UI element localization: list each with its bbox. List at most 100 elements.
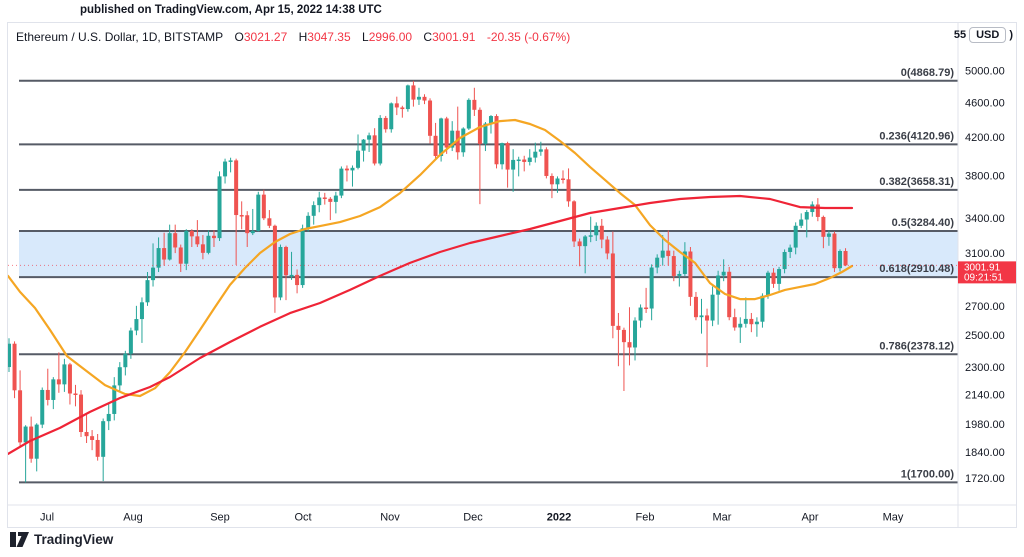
ma-fast-line[interactable]	[8, 118, 854, 398]
candle-body	[211, 235, 216, 239]
candle-body	[411, 85, 416, 100]
candle-body	[749, 318, 754, 325]
candle-body	[217, 176, 222, 239]
candle-body	[295, 274, 300, 286]
last-price-countdown: 09:21:51	[964, 272, 1003, 283]
candle-body	[206, 235, 211, 253]
tradingview-logo-icon	[10, 532, 29, 547]
candle-body	[555, 178, 560, 185]
candle-body	[367, 135, 372, 140]
candle-body	[389, 103, 394, 130]
candle-body	[788, 247, 793, 252]
time-tick-Nov: Nov	[380, 512, 400, 524]
candle-body	[621, 329, 626, 343]
candle-body	[156, 248, 161, 268]
candle-body	[821, 216, 826, 237]
candle-body	[804, 212, 809, 220]
candle-body	[40, 389, 45, 425]
last-price-label	[958, 261, 1016, 284]
candle-body	[716, 275, 721, 295]
candle-body	[416, 96, 421, 100]
candle-body	[627, 342, 632, 348]
candle-body	[306, 215, 311, 229]
time-tick-Dec: Dec	[463, 512, 483, 524]
candle-body	[610, 253, 615, 326]
time-tick-Feb: Feb	[636, 512, 655, 524]
candle-body	[826, 233, 831, 237]
candle-body	[638, 307, 643, 321]
candles-layer	[8, 80, 848, 483]
candle-body	[62, 364, 67, 385]
high-value: 3047.35	[307, 30, 351, 44]
candle-body	[472, 99, 477, 110]
symbol-title[interactable]: Ethereum / U.S. Dollar, 1D, BITSTAMP	[16, 30, 224, 44]
price-tick: 2300.00	[965, 362, 1005, 374]
tradingview-brand[interactable]: TradingView	[10, 532, 113, 547]
candle-body	[599, 225, 604, 240]
currency-toggle[interactable]: USD	[969, 27, 1007, 43]
candle-body	[405, 85, 410, 110]
candle-body	[173, 233, 178, 248]
candle-body	[721, 271, 726, 276]
candle-body	[261, 194, 266, 219]
candle-body	[84, 432, 89, 437]
price-tick: 2500.00	[965, 330, 1005, 342]
chart-widget: 0(4868.79) 0.236(4120.96) 0.382(3658.31) 0.…	[7, 22, 1017, 528]
candle-body	[616, 325, 621, 330]
high-label: H	[298, 30, 308, 44]
candle-body	[239, 215, 244, 217]
candle-body	[649, 267, 654, 309]
candle-body	[134, 319, 139, 331]
open-value: 3021.27	[243, 30, 288, 44]
price-tick: 2140.00	[965, 390, 1005, 402]
candle-body	[12, 343, 17, 391]
candle-body	[361, 139, 366, 151]
ma-slow-line[interactable]	[8, 194, 854, 455]
candle-body	[655, 257, 660, 268]
candle-body	[710, 294, 715, 321]
price-tick: 1840.00	[965, 447, 1005, 459]
candle-body	[272, 225, 277, 298]
candle-body	[34, 424, 39, 459]
candle-body	[73, 393, 78, 395]
time-tick-Sep: Sep	[210, 512, 230, 524]
candle-body	[8, 343, 11, 368]
candle-body	[455, 130, 460, 153]
candle-body	[832, 233, 837, 269]
candle-body	[151, 267, 156, 281]
candle-body	[284, 246, 288, 276]
candle-body	[760, 295, 765, 322]
candle-body	[705, 315, 710, 321]
candle-body	[516, 159, 521, 162]
time-tick-Aug: Aug	[123, 512, 143, 524]
fib-label-1: 1(1700.00)	[901, 468, 955, 480]
candle-body	[483, 123, 488, 144]
candle-body	[444, 118, 449, 148]
candle-body	[45, 389, 50, 400]
candle-body	[372, 135, 377, 164]
candle-body	[527, 157, 532, 162]
candle-body	[267, 218, 272, 226]
candle-body	[771, 272, 776, 284]
candle-body	[228, 160, 233, 162]
candle-body	[356, 150, 361, 168]
candle-body	[139, 302, 144, 320]
candle-body	[754, 321, 759, 325]
candle-body	[500, 143, 505, 165]
price-tick: 1980.00	[965, 419, 1005, 431]
candle-body	[245, 215, 250, 234]
candle-body	[815, 204, 820, 217]
symbol-legend: Ethereum / U.S. Dollar, 1D, BITSTAMP O30…	[16, 30, 570, 44]
candle-body	[162, 248, 167, 260]
chart-canvas[interactable]: 0(4868.79) 0.236(4120.96) 0.382(3658.31) 0.…	[8, 23, 1016, 527]
time-tick-2022: 2022	[547, 512, 571, 524]
candle-body	[383, 117, 388, 130]
price-tick: 4200.00	[965, 132, 1005, 144]
candle-body	[234, 160, 239, 216]
candle-body	[450, 130, 455, 148]
fib-label-0.5: 0.5(3284.40)	[892, 217, 955, 229]
time-tick-May: May	[883, 512, 904, 524]
candle-body	[699, 315, 704, 318]
candle-body	[256, 194, 261, 231]
candle-body	[671, 256, 676, 276]
